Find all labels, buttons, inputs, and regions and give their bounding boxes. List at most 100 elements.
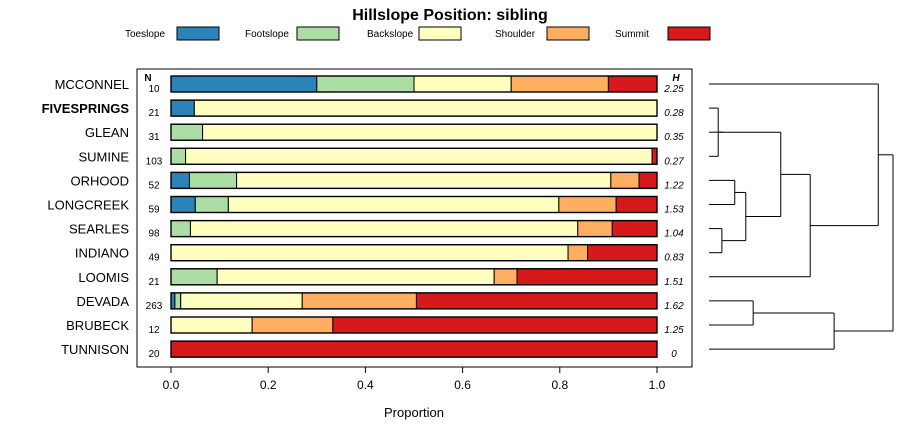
bar-segment-backslope: [170, 316, 253, 334]
bar-segment-backslope: [170, 244, 569, 262]
n-header: N: [144, 73, 151, 84]
category-label: GLEAN: [85, 125, 129, 140]
category-label: LOOMIS: [78, 270, 129, 285]
bar-segment-backslope: [413, 75, 512, 93]
bar-segment-backslope: [189, 220, 579, 238]
x-tick-label: 0.0: [163, 378, 180, 392]
x-axis: 0.0 0.2 0.4 0.6 0.8 1.0: [163, 367, 666, 392]
bar-segment-footslope: [174, 292, 182, 310]
legend-swatch-footslope: [296, 26, 340, 41]
legend-label-shoulder: Shoulder: [495, 29, 536, 40]
n-value: 10: [148, 84, 160, 95]
h-value: 1.25: [664, 325, 684, 336]
n-value: 31: [148, 132, 160, 143]
bar-rows: MCCONNEL 10 2.25 FIVESPRINGS 21 0.28 GLEAN 31 0.…: [42, 75, 684, 360]
h-value: 1.62: [664, 301, 684, 312]
bar-segment-summit: [607, 75, 658, 93]
bar-segment-shoulder: [567, 244, 589, 262]
bar-segment-shoulder: [558, 196, 617, 213]
bar-outline: [170, 316, 658, 334]
bar-segment-summit: [651, 147, 658, 165]
bar-segment-shoulder: [510, 75, 609, 93]
h-value: 1.51: [664, 277, 683, 288]
x-tick-label: 0.8: [551, 378, 568, 392]
bar-outline: [170, 99, 658, 117]
legend-swatch-backslope: [418, 26, 462, 41]
n-value: 52: [148, 180, 160, 191]
x-axis-label: Proportion: [384, 405, 444, 420]
n-value: 103: [146, 156, 163, 167]
legend: Toeslope Footslope Backslope Shoulder Summit: [125, 26, 711, 41]
n-value: 49: [148, 253, 160, 264]
n-value: 20: [148, 349, 160, 360]
bar-segment-backslope: [227, 196, 560, 213]
bar-segment-summit: [170, 340, 658, 358]
dendrogram: [709, 83, 894, 350]
bar-segment-summit: [638, 171, 658, 189]
h-value: 1.04: [664, 229, 684, 240]
bar-segment-shoulder: [610, 171, 640, 189]
legend-swatch-summit: [667, 26, 711, 41]
bar-segment-summit: [332, 316, 658, 334]
bar-segment-backslope: [193, 99, 658, 117]
bar-segment-backslope: [185, 147, 653, 165]
x-tick-label: 0.6: [454, 378, 471, 392]
h-value: 1.53: [664, 205, 684, 216]
category-label: BRUBECK: [66, 318, 129, 333]
bar-segment-footslope: [170, 147, 187, 165]
plot-panel: [136, 68, 693, 368]
legend-swatch-shoulder: [546, 26, 590, 41]
bar-segment-summit: [587, 244, 658, 262]
bar-outline: [170, 268, 658, 286]
bar-outline: [170, 340, 658, 358]
bar-outline: [170, 123, 658, 141]
bar-segment-backslope: [202, 123, 658, 141]
category-label: MCCONNEL: [55, 77, 129, 92]
category-label: DEVADA: [77, 294, 130, 309]
bar-outline: [170, 195, 658, 214]
h-value: 0.83: [664, 253, 684, 264]
n-value: 21: [148, 108, 160, 119]
bar-segment-toeslope: [170, 99, 195, 117]
chart-title: Hillslope Position: sibling: [352, 7, 548, 24]
bar-segment-footslope: [194, 196, 229, 213]
h-header: H: [672, 73, 680, 84]
legend-label-toeslope: Toeslope: [125, 29, 165, 40]
legend-swatch-toeslope: [176, 26, 220, 41]
bar-segment-shoulder: [493, 268, 518, 286]
category-label: SEARLES: [69, 222, 129, 237]
h-value: 0: [671, 349, 677, 360]
n-value: 12: [148, 325, 160, 336]
category-label: LONGCREEK: [47, 198, 129, 213]
bar-segment-footslope: [170, 123, 204, 141]
bar-segment-summit: [516, 268, 658, 286]
h-value: 1.22: [664, 180, 684, 191]
n-value: 98: [148, 229, 160, 240]
h-value: 0.28: [664, 108, 684, 119]
bar-segment-footslope: [316, 75, 415, 93]
n-value: 21: [148, 277, 160, 288]
bar-segment-backslope: [236, 171, 612, 189]
bar-outline: [170, 147, 658, 166]
h-value: 0.27: [664, 156, 684, 167]
h-value: 0.35: [664, 132, 684, 143]
x-tick-label: 1.0: [649, 378, 666, 392]
bar-segment-backslope: [216, 268, 495, 286]
legend-label-backslope: Backslope: [367, 29, 414, 40]
category-label: INDIANO: [75, 246, 129, 261]
bar-segment-backslope: [180, 292, 303, 310]
legend-label-summit: Summit: [615, 29, 649, 40]
n-value: 263: [146, 301, 163, 312]
bar-segment-toeslope: [170, 171, 190, 189]
bar-segment-footslope: [188, 171, 238, 189]
bar-outline: [170, 243, 658, 262]
x-tick-label: 0.2: [260, 378, 277, 392]
bar-segment-shoulder: [577, 220, 613, 238]
bar-segment-footslope: [170, 268, 218, 286]
bar-segment-footslope: [170, 220, 191, 238]
bar-segment-summit: [615, 196, 658, 213]
bar-segment-shoulder: [301, 292, 417, 310]
n-value: 59: [148, 205, 160, 216]
bar-segment-shoulder: [251, 316, 334, 334]
